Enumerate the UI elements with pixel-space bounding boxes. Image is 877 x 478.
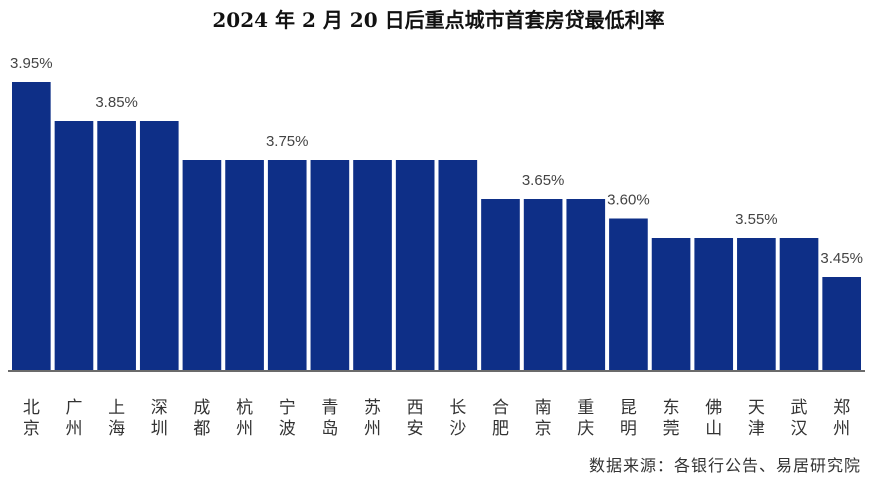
bar-6 [225,160,264,370]
category-label-17: 佛山 [705,398,722,439]
category-label-14: 重庆 [577,398,594,439]
bar-19 [779,238,819,370]
category-label-4: 深圳 [151,398,168,439]
bar-5 [182,160,222,370]
category-label-16: 东莞 [663,398,680,439]
category-label-6: 杭州 [236,398,253,439]
bar-11 [438,160,478,370]
bar-16 [651,238,691,370]
bar-20 [822,277,861,370]
bar-9 [353,160,392,370]
category-label-5: 成都 [193,398,210,439]
category-label-3: 上海 [108,398,125,439]
data-label-20: 3.45% [820,250,863,267]
bar-17 [694,238,734,370]
data-label-1: 3.95% [10,55,53,72]
category-label-12: 合肥 [492,398,509,439]
bar-10 [395,160,435,370]
data-label-3: 3.85% [95,94,138,111]
category-label-2: 广州 [65,398,82,439]
bar-14 [566,199,606,370]
bar-1 [12,82,51,370]
data-label-7: 3.75% [266,133,309,150]
bar-4 [139,121,179,370]
bar-8 [310,160,350,370]
data-label-15: 3.60% [607,192,650,209]
bar-13 [523,199,563,370]
category-label-20: 郑州 [833,398,850,439]
bar-3 [97,121,136,370]
category-label-11: 长沙 [449,398,466,439]
bar-12 [481,199,520,370]
bar-2 [54,121,94,370]
data-label-18: 3.55% [735,211,778,228]
category-label-19: 武汉 [791,398,808,439]
category-label-7: 宁波 [279,398,296,439]
source-note: 数据来源：各银行公告、易居研究院 [588,456,861,475]
category-label-18: 天津 [748,398,765,439]
category-label-13: 南京 [535,398,552,439]
category-label-9: 苏州 [364,398,381,439]
bar-15 [609,218,648,370]
bar-18 [737,238,776,370]
category-label-1: 北京 [23,398,40,439]
bar-7 [267,160,307,370]
data-label-13: 3.65% [522,172,565,189]
category-label-10: 西安 [407,398,424,439]
chart-title: 2024 年 2 月 20 日后重点城市首套房贷最低利率 [212,8,665,32]
category-label-15: 昆明 [620,398,637,439]
category-label-8: 青岛 [321,398,338,439]
